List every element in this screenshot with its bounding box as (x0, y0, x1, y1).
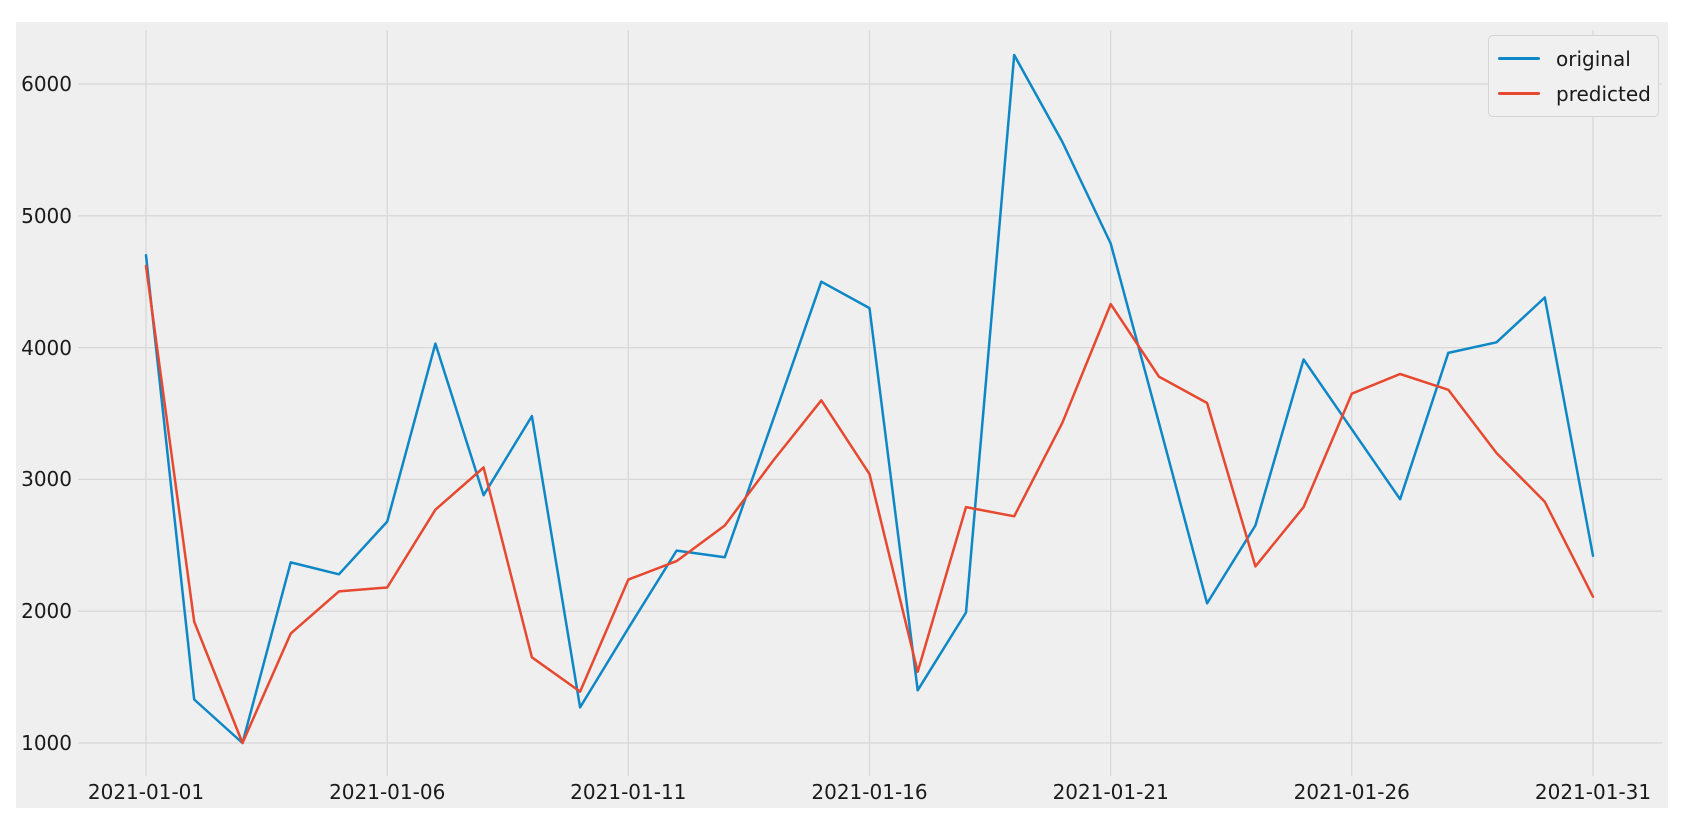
x-tick-label: 2021-01-31 (1534, 780, 1652, 804)
legend-item-original: original (1489, 47, 1658, 71)
x-tick-label: 2021-01-16 (811, 780, 928, 804)
figure-background (16, 22, 1668, 808)
legend-label-predicted: predicted (1556, 81, 1651, 106)
x-tick-label: 2021-01-21 (1052, 780, 1169, 804)
y-tick-label: 5000 (21, 204, 72, 228)
legend-line-swatch-predicted (1498, 92, 1540, 95)
legend-item-predicted: predicted (1489, 82, 1658, 106)
series-lines (144, 53, 1595, 745)
x-tick-label: 2021-01-01 (87, 780, 205, 804)
y-tick-label: 2000 (21, 599, 72, 623)
x-tick-label: 2021-01-06 (329, 780, 446, 804)
legend-label-original: original (1556, 46, 1631, 71)
x-tick-label: 2021-01-11 (570, 780, 687, 804)
y-tick-label: 1000 (21, 731, 72, 755)
x-tick-label: 2021-01-26 (1293, 780, 1410, 804)
y-tick-label: 3000 (21, 467, 72, 491)
legend-line-swatch-original (1498, 57, 1540, 60)
y-tick-label: 4000 (21, 336, 72, 360)
y-tick-label: 6000 (21, 72, 72, 96)
gridlines (78, 30, 1662, 776)
legend: original predicted (1488, 35, 1659, 117)
series-line-predicted (144, 264, 1595, 745)
series-line-original (144, 53, 1595, 745)
